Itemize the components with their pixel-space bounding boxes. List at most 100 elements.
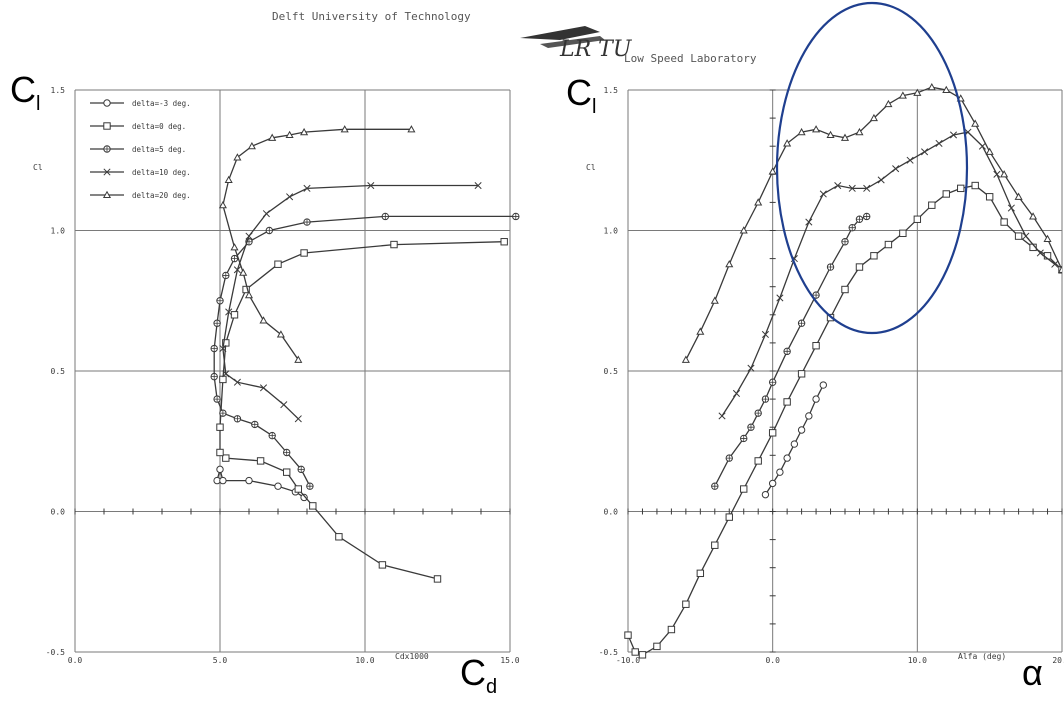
lift-curve-series-0-point-2 (776, 468, 784, 476)
lift-curve-series-3-point-8 (834, 181, 842, 190)
drag-polar-series-4-point-6 (218, 200, 227, 209)
drag-polar-series-2-point-17-cross (382, 213, 389, 220)
lift-curve-series-2 (711, 212, 871, 490)
lift-curve-series-1-point-6 (696, 569, 705, 578)
lift-curve-series-2-point-6-cross (769, 379, 776, 386)
lift-curve-series-0-point-0 (761, 490, 770, 499)
drag-polar-series-2-point-0-cross (306, 483, 314, 490)
legend-entry-2: delta=5 deg. (90, 145, 186, 154)
lift-curve-series-1-point-27 (1000, 218, 1008, 226)
lift-curve-ytick-label-3: 1.0 (604, 227, 619, 236)
lift-curve-series-4-point-13 (869, 113, 878, 122)
lift-curve-xtick-label-1: 0.0 (765, 656, 780, 665)
lift-curve-ytick-label-0: -0.5 (599, 648, 618, 657)
drag-polar-series-line-0 (216, 466, 305, 498)
lift-curve-series-3-point-10 (863, 184, 871, 192)
lift-curve-series-4-point-23 (1014, 192, 1023, 200)
lift-curve-series-4-point-9 (812, 125, 821, 133)
lift-curve-series-1-point-24 (957, 184, 965, 193)
lift-curve-series-3-point-19 (993, 170, 1001, 178)
lift-curve-series-1-point-22 (928, 201, 936, 209)
drag-polar-series-line-1 (219, 241, 505, 580)
drag-polar-series-1-point-2 (335, 533, 343, 541)
lift-curve-series-1-point-19 (884, 240, 893, 249)
lift-curve-series-3-point-13 (906, 156, 914, 164)
drag-polar-ytick-label-4: 1.5 (51, 86, 66, 95)
tu-logo-tail (540, 36, 605, 48)
drag-polar-series-2-point-10 (213, 319, 221, 327)
lift-curve-series-4-point-3 (725, 259, 734, 268)
drag-polar-series-1-point-17 (500, 238, 508, 246)
drag-polar-series-4-point-5 (230, 243, 239, 251)
lift-curve-series-2-point-10 (826, 263, 835, 271)
drag-polar-ytick-label-1: 0.0 (51, 508, 66, 517)
drag-polar-series-1-point-12 (230, 311, 239, 319)
lift-curve-series-1-point-12 (783, 398, 791, 406)
drag-polar-series-4-point-13 (340, 125, 349, 133)
lift-curve-series-2-point-9-cross (812, 291, 820, 299)
lift-curve-xtick-label-3: 20.0 (1052, 656, 1064, 665)
lift-curve-series-4-point-15 (898, 91, 907, 99)
drag-polar-series-4-point-2 (259, 316, 268, 324)
lift-curve-series-0-point-5 (797, 426, 806, 434)
drag-polar-series-0 (213, 465, 308, 502)
lift-curve-series-2-point-2-cross (740, 435, 747, 442)
lift-curve-series-3-point-9 (848, 184, 856, 192)
legend-label-3: delta=10 deg. (132, 168, 191, 177)
drag-polar-series-2-point-15-cross (266, 227, 273, 234)
drag-polar-series-3-point-13 (474, 181, 482, 190)
drag-polar-series-3-point-6 (225, 308, 233, 316)
lift-curve-series-2-point-8-cross (798, 320, 805, 327)
lift-curve-series-1 (624, 181, 1062, 659)
drag-polar-series-4-point-8 (233, 153, 242, 161)
lift-curve-series-4-point-0 (681, 355, 690, 363)
drag-polar-series-2-point-8 (210, 372, 218, 381)
alpha-label: α (1022, 652, 1043, 693)
legend-label-4: delta=20 deg. (132, 191, 191, 200)
drag-polar-series-0-point-4 (274, 482, 282, 490)
lift-curve-series-4-point-14 (884, 99, 893, 108)
drag-polar-xtick-label-1: 5.0 (213, 656, 228, 665)
drag-polar-series-2-point-16 (303, 218, 311, 226)
drag-polar-series-1-point-3 (309, 502, 317, 510)
lift-curve-series-0-point-7 (812, 395, 820, 403)
lift-curve-series-1-point-20 (899, 229, 907, 238)
lift-curve-series-3-point-22 (1036, 249, 1044, 257)
lift-curve-series-4-point-20 (971, 119, 980, 127)
drag-polar-series-1-point-8 (216, 448, 224, 457)
lift-curve-series-3-point-20 (1007, 204, 1015, 212)
legend-entry-0: delta=-3 deg. (90, 99, 191, 108)
drag-polar-series-2-point-15 (265, 226, 273, 235)
drag-polar-series-2-point-0 (306, 482, 314, 490)
lift-curve-series-1-point-18 (870, 252, 878, 260)
lift-curve-series-2-point-9 (812, 291, 820, 299)
lift-curve-series-4-point-21 (985, 147, 994, 155)
lift-curve-series-2-point-2 (740, 434, 748, 443)
cd-label: Cd (460, 652, 498, 698)
lift-curve-series-1-point-25 (971, 181, 979, 190)
lift-curve-series-1-point-8 (725, 513, 733, 521)
drag-polar-series-3-point-9 (262, 210, 270, 218)
lift-curve-xlabel: Alfa (deg) (958, 652, 1006, 661)
drag-polar-series-2-point-4-cross (251, 421, 258, 428)
drag-polar-series-4-point-10 (268, 133, 277, 141)
drag-polar-series-4-point-14 (407, 125, 416, 133)
drag-polar-series-4-point-3 (244, 290, 254, 299)
lift-curve-series-3-point-15 (935, 139, 943, 147)
cl-label-right: Cl (566, 72, 597, 118)
lift-curve-series-2-point-11 (841, 238, 849, 246)
drag-polar-ytick-label-3: 1.0 (51, 227, 66, 236)
drag-polar-series-1-point-7 (222, 454, 230, 462)
lift-curve-series-1-point-0 (624, 631, 632, 639)
lift-curve-series-3-point-23 (1051, 260, 1059, 268)
drag-polar-series-3-point-11 (303, 184, 311, 192)
drag-polar-series-4-point-11 (285, 130, 294, 139)
drag-polar-series-3-point-3 (233, 378, 241, 386)
lift-curve-series-0-point-8 (819, 381, 827, 389)
lift-curve-series-3-point-12 (892, 165, 900, 173)
lift-curve-ytick-label-2: 0.5 (604, 367, 619, 376)
lift-curve-series-1-point-17 (855, 263, 864, 271)
drag-polar-series-2-point-16-cross (303, 218, 311, 226)
legend-entry-3: delta=10 deg. (90, 168, 191, 177)
